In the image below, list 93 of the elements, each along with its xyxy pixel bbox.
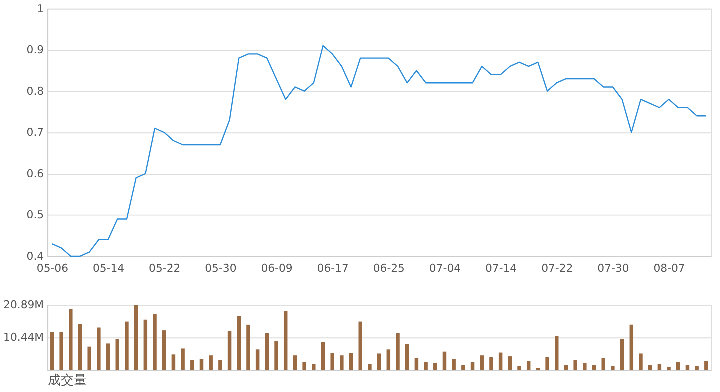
bar (116, 339, 120, 370)
bar (518, 366, 522, 370)
bar (256, 350, 260, 370)
bar (414, 358, 419, 370)
x-tick-label: 06-09 (261, 262, 293, 275)
bar (424, 362, 428, 370)
bar (358, 322, 362, 370)
bar (574, 360, 578, 370)
y-tick-label: 0.8 (26, 84, 44, 98)
bar (480, 356, 484, 370)
bar (228, 332, 232, 370)
bar (69, 309, 73, 370)
y-tick-label: 10.44M (4, 331, 44, 344)
y-tick-label: 0.9 (26, 44, 44, 57)
bar (274, 341, 278, 370)
bar (50, 332, 54, 370)
bar (639, 354, 643, 370)
bar (330, 353, 334, 370)
bar (386, 350, 391, 370)
bar (592, 365, 596, 370)
bar (190, 360, 194, 370)
x-tick-label: 07-04 (429, 262, 462, 275)
bar (658, 364, 662, 370)
x-tick-label: 06-17 (317, 262, 349, 275)
bar (293, 356, 298, 370)
bar (630, 324, 634, 370)
bar (78, 324, 82, 370)
bar (676, 362, 680, 370)
x-tick-label: 08-07 (654, 262, 686, 275)
y-tick-label: 20.89M (4, 298, 44, 312)
bar (368, 364, 372, 370)
bar (340, 356, 344, 370)
y-tick-label: 0.4 (26, 250, 44, 263)
bar (555, 336, 559, 370)
bar (470, 362, 475, 370)
bar (442, 352, 447, 370)
x-tick-label: 05-06 (36, 262, 69, 275)
bar (611, 366, 615, 370)
bar (284, 311, 288, 370)
x-tick-label: 07-30 (598, 262, 630, 275)
bar (508, 356, 512, 370)
bar (546, 357, 550, 370)
bar (648, 365, 652, 370)
bar (97, 328, 101, 370)
bar (452, 359, 456, 370)
bar (498, 352, 503, 370)
bar (265, 333, 270, 370)
x-tick-label: 05-22 (149, 262, 181, 275)
bar (312, 364, 316, 370)
bar (462, 365, 466, 370)
x-tick-label: 07-14 (486, 262, 518, 275)
bar (106, 344, 110, 370)
x-tick-label: 05-14 (92, 262, 125, 275)
bar (396, 333, 400, 370)
y-tick-label: 1 (37, 2, 44, 16)
bar (349, 353, 354, 370)
bar (162, 330, 166, 370)
bar (172, 354, 176, 370)
y-tick-label: 0.5 (26, 208, 44, 222)
bar (181, 348, 185, 370)
bar (602, 358, 606, 370)
bar (200, 359, 204, 370)
bar (667, 367, 671, 370)
x-axis-title: 成交量 (48, 372, 88, 389)
bar (144, 320, 148, 370)
bar (434, 363, 438, 370)
bar (564, 365, 568, 370)
bar (60, 332, 64, 370)
x-tick-label: 07-22 (542, 262, 574, 275)
bar (218, 360, 222, 370)
bar (620, 339, 624, 370)
bar (153, 314, 157, 370)
x-tick-label: 06-25 (373, 262, 405, 275)
bar (134, 305, 138, 370)
bar (583, 363, 587, 370)
line-series (52, 45, 708, 258)
bar (209, 356, 213, 370)
bar (246, 324, 250, 370)
bar (526, 361, 531, 370)
y-tick-label: 0.7 (26, 126, 44, 140)
bar (377, 354, 382, 370)
bar (686, 365, 690, 370)
bar (490, 357, 494, 370)
x-tick-label: 05-30 (205, 262, 237, 275)
bar (321, 342, 326, 370)
y-tick-label: 0.6 (26, 167, 44, 180)
bar (695, 366, 699, 370)
bar (704, 361, 708, 370)
bar (237, 316, 241, 370)
bar (405, 344, 410, 370)
bar (88, 346, 92, 370)
bar (125, 322, 129, 370)
bar (302, 362, 306, 370)
